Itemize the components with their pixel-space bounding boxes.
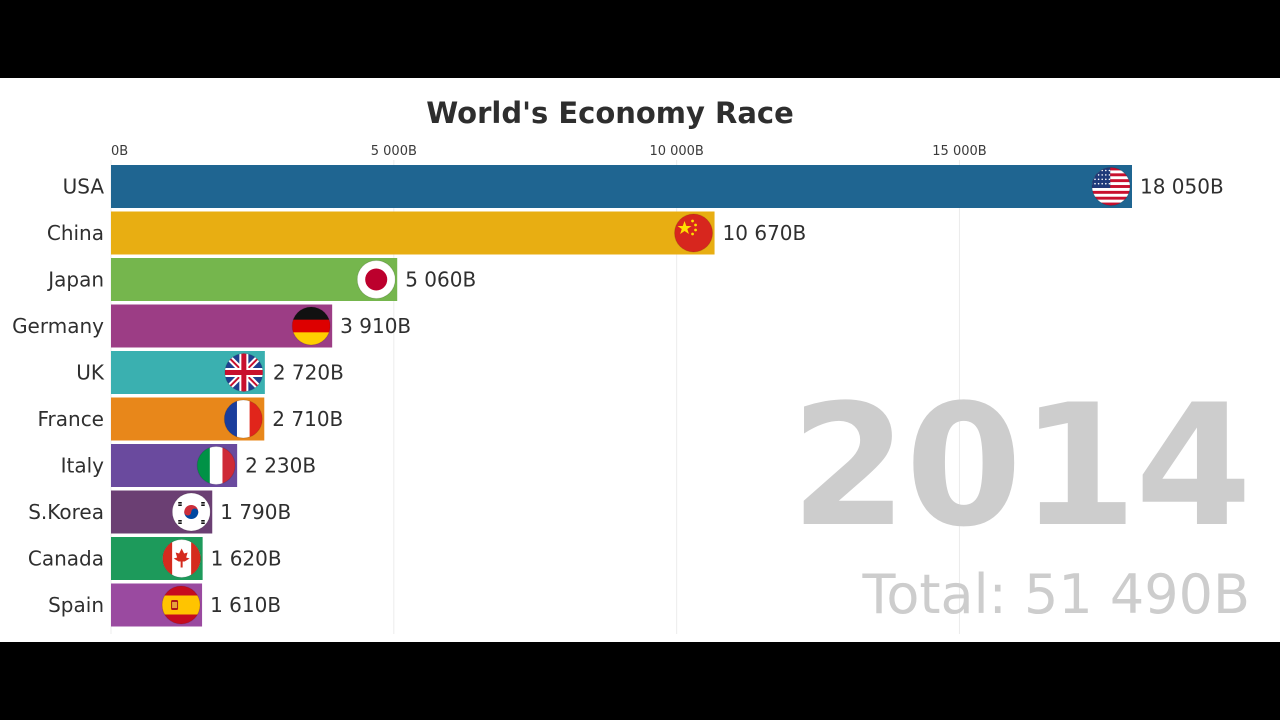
bar-japan — [111, 258, 398, 301]
south-korea-flag-icon — [172, 493, 211, 531]
china-flag-icon — [674, 214, 713, 252]
uk-flag-icon — [224, 353, 263, 392]
category-label: S.Korea — [28, 500, 104, 524]
flag-outline — [674, 213, 714, 253]
category-label: Italy — [61, 454, 105, 478]
usa-flag-icon — [1092, 167, 1130, 206]
france-flag-icon — [224, 400, 263, 438]
bar-china — [111, 211, 715, 255]
value-label: 1 620B — [211, 547, 282, 571]
x-tick-label: 5 000B — [371, 144, 417, 159]
value-label: 1 610B — [210, 593, 281, 617]
x-tick-label: 10 000B — [649, 144, 703, 159]
value-label: 5 060B — [405, 268, 476, 292]
category-label: Canada — [28, 547, 104, 571]
italy-flag-icon — [197, 446, 236, 485]
germany-flag-icon — [292, 307, 331, 345]
value-label: 18 050B — [1140, 175, 1224, 199]
value-label: 10 670B — [723, 221, 807, 245]
flag-outline — [161, 585, 201, 625]
value-label: 2 230B — [245, 454, 316, 478]
bar-usa — [111, 165, 1132, 208]
flag-outline — [291, 306, 331, 346]
value-label: 2 720B — [273, 361, 344, 385]
x-tick-label: 0B — [111, 144, 128, 159]
value-label: 3 910B — [340, 314, 411, 338]
flag-outline — [356, 260, 396, 299]
flag-outline — [223, 399, 263, 439]
category-label: Germany — [12, 314, 104, 338]
value-label: 2 710B — [272, 407, 343, 431]
total-label: Total: 51 490B — [862, 563, 1250, 626]
canada-flag-icon — [162, 539, 201, 578]
japan-flag-icon — [357, 260, 396, 299]
category-label: China — [47, 221, 104, 245]
spain-flag-icon — [162, 586, 201, 624]
flag-outline — [224, 353, 264, 392]
category-label: Japan — [46, 268, 104, 292]
year-label: 2014 — [790, 368, 1252, 564]
category-label: UK — [76, 361, 105, 385]
value-label: 1 790B — [220, 500, 291, 524]
flag-outline — [1091, 167, 1131, 206]
category-label: Spain — [48, 593, 104, 617]
flag-outline — [196, 446, 236, 485]
category-label: France — [37, 407, 104, 431]
flag-outline — [162, 539, 202, 578]
category-label: USA — [63, 175, 105, 199]
flag-outline — [171, 492, 211, 532]
chart-title: World's Economy Race — [426, 96, 794, 130]
x-tick-label: 15 000B — [932, 144, 986, 159]
